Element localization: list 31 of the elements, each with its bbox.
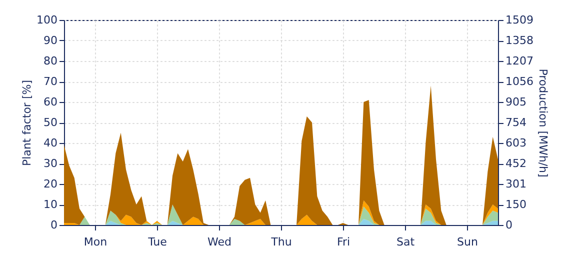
y2-tick-label: 1056	[506, 75, 534, 88]
x-tick-label: Mon	[84, 236, 108, 248]
y2-tick-label: 603	[506, 136, 526, 150]
y2-tick-label: 754	[506, 116, 526, 130]
y-axis-title: Plant factor [%]	[20, 80, 34, 166]
y-tick-label: 80	[44, 54, 58, 68]
y2-axis-title: Production [MWh/h]	[536, 68, 550, 178]
y-tick-label: 20	[44, 178, 58, 190]
y-tick-label: 90	[44, 34, 58, 47]
y2-tick-label: 1207	[506, 54, 534, 68]
y2-tick-label: 301	[506, 178, 526, 191]
y-tick-label: 50	[44, 116, 58, 129]
x-tick-label: Sat	[396, 236, 416, 248]
y-tick-label: 100	[36, 14, 58, 26]
x-tick-label: Fri	[336, 236, 350, 248]
x-tick-label: Wed	[208, 236, 232, 248]
y-tick-label: 10	[44, 198, 58, 211]
x-tick-label: Sun	[457, 236, 478, 248]
y-tick-label: 60	[44, 96, 58, 108]
y-tick-label: 70	[44, 75, 58, 88]
x-tick-label: Thu	[270, 236, 292, 248]
y2-tick-label: 0	[506, 218, 512, 232]
y-tick-label: 30	[44, 157, 58, 170]
y2-tick-label: 1509	[506, 14, 534, 26]
y2-tick-label: 1358	[506, 34, 534, 48]
y2-tick-label: 452	[506, 157, 526, 170]
x-tick-label: Tue	[147, 236, 168, 248]
y-tick-label: 40	[44, 136, 58, 150]
y2-tick-label: 905	[506, 96, 526, 109]
y-tick-label: 0	[50, 218, 58, 232]
y2-tick-label: 150	[506, 198, 526, 212]
